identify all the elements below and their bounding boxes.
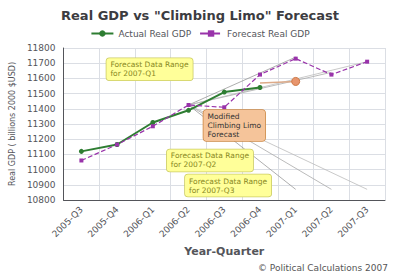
svg-text:Modified: Modified [208, 112, 240, 121]
svg-text:10900: 10900 [27, 180, 56, 190]
svg-text:2007-Q2: 2007-Q2 [300, 204, 335, 239]
svg-text:Actual Real GDP: Actual Real GDP [118, 29, 191, 39]
svg-text:11500: 11500 [27, 89, 56, 99]
svg-text:11300: 11300 [27, 119, 56, 129]
svg-text:2005-Q3: 2005-Q3 [50, 204, 85, 239]
svg-text:2006-Q3: 2006-Q3 [193, 204, 228, 239]
svg-text:11600: 11600 [27, 73, 56, 83]
svg-text:2006-Q4: 2006-Q4 [229, 204, 264, 239]
svg-text:Year-Quarter: Year-Quarter [183, 245, 265, 258]
svg-text:for 2007-Q2: for 2007-Q2 [171, 160, 217, 169]
svg-text:Forecast Real GDP: Forecast Real GDP [227, 29, 310, 39]
svg-text:2006-Q2: 2006-Q2 [157, 204, 192, 239]
svg-text:Forecast Data Range: Forecast Data Range [189, 177, 268, 186]
svg-text:2007-Q3: 2007-Q3 [336, 204, 371, 239]
svg-text:Forecast Data Range: Forecast Data Range [171, 151, 250, 160]
svg-text:11400: 11400 [27, 104, 56, 114]
svg-text:Real GDP ( billions 2000 $USD): Real GDP ( billions 2000 $USD) [8, 62, 17, 186]
svg-text:Forecast Data Range: Forecast Data Range [110, 60, 189, 69]
svg-text:10800: 10800 [27, 195, 56, 205]
svg-text:11800: 11800 [27, 43, 56, 53]
svg-text:for 2007-Q3: for 2007-Q3 [189, 186, 235, 195]
svg-text:2007-Q1: 2007-Q1 [264, 204, 299, 239]
svg-text:2005-Q4: 2005-Q4 [86, 204, 121, 239]
svg-text:2006-Q1: 2006-Q1 [122, 204, 157, 239]
svg-text:Real GDP vs "Climbing Limo" Fo: Real GDP vs "Climbing Limo" Forecast [61, 8, 339, 23]
svg-text:11200: 11200 [27, 134, 56, 144]
svg-text:11700: 11700 [27, 58, 56, 68]
svg-text:Climbing Limo: Climbing Limo [208, 121, 262, 130]
svg-text:11000: 11000 [27, 165, 56, 175]
svg-text:11100: 11100 [27, 149, 56, 159]
svg-text:© Political Calculations 2007: © Political Calculations 2007 [258, 263, 388, 273]
svg-text:for 2007-Q1: for 2007-Q1 [110, 69, 156, 78]
svg-text:Forecast: Forecast [208, 130, 240, 139]
